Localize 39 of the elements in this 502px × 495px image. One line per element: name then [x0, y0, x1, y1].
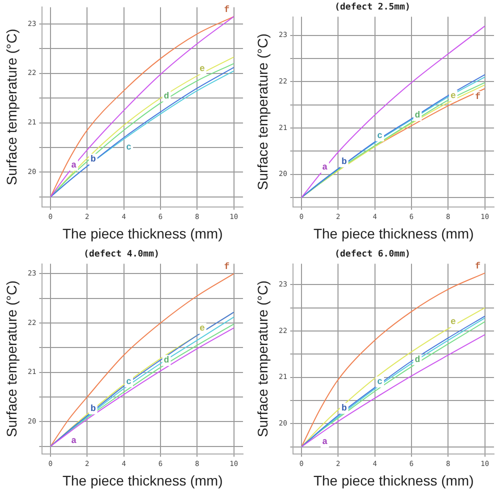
series-label: b: [90, 154, 96, 165]
series-label: f: [475, 92, 481, 102]
line-series: [300, 272, 486, 448]
x-axis-title: The piece thickness (mm): [62, 225, 223, 242]
y-axis-title: Surface temperature (°C): [254, 280, 270, 438]
series-label: c: [377, 377, 383, 388]
series-label: d: [164, 356, 170, 366]
series-label: b: [90, 404, 96, 414]
series-label: c: [126, 376, 132, 387]
x-axis-title: The piece thickness (mm): [62, 472, 223, 488]
series-label: a: [71, 160, 78, 170]
line-series: [50, 16, 234, 198]
series-label: e: [450, 316, 456, 327]
series-label: a: [322, 162, 328, 173]
series-label: f: [475, 261, 481, 272]
y-axis-title: Surface temperature (°C): [3, 280, 20, 438]
x-axis-title: The piece thickness (mm): [313, 472, 474, 488]
series-label: b: [341, 157, 347, 168]
series-label: d: [414, 110, 420, 121]
series-label: d: [164, 91, 170, 102]
chart-title: (defect 2.5mm): [334, 2, 410, 13]
series-label: f: [224, 4, 230, 15]
series-label: e: [450, 90, 456, 101]
series-label: c: [377, 131, 383, 142]
series-label: a: [322, 437, 328, 448]
line-series: [50, 273, 234, 447]
series-label: a: [71, 436, 78, 446]
chart-title: (defect 4.0mm): [84, 250, 160, 260]
series-label: f: [224, 262, 230, 272]
series-label: d: [414, 354, 420, 365]
x-axis-title: The piece thickness (mm): [313, 225, 474, 242]
series-label: c: [126, 142, 132, 152]
series-label: e: [199, 324, 205, 334]
chart-title: (defect 6.0mm): [334, 250, 410, 260]
y-axis-title: Surface temperature (°C): [3, 28, 20, 186]
y-axis-title: Surface temperature (°C): [254, 34, 270, 190]
series-label: e: [199, 64, 205, 74]
series-label: b: [341, 404, 347, 414]
line-series: [300, 26, 486, 198]
